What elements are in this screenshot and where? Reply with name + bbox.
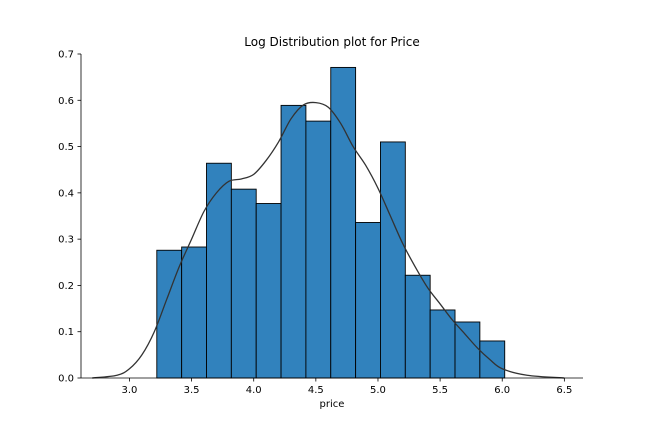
histogram-bar: [479, 340, 506, 379]
histogram-bar: [255, 203, 282, 379]
x-tick-label: 3.0: [122, 385, 138, 396]
chart-title: Log Distribution plot for Price: [244, 35, 419, 49]
histogram-bar: [355, 222, 381, 379]
y-tick-label: 0.1: [58, 327, 74, 338]
histogram-bar: [230, 188, 257, 379]
x-tick-label: 3.5: [184, 385, 200, 396]
x-axis-label: price: [320, 399, 345, 410]
y-tick-label: 0.4: [58, 188, 74, 199]
y-tick-label: 0.7: [58, 50, 74, 61]
histogram-bar: [454, 321, 481, 379]
histogram-bars: [156, 66, 506, 379]
y-tick-label: 0.5: [58, 142, 74, 153]
y-tick-label: 0.6: [58, 96, 74, 107]
histogram-bar: [181, 246, 207, 379]
kde-curve: [92, 101, 565, 379]
x-tick-label: 5.5: [432, 385, 448, 396]
axes: 3.0 3.5 4.0 4.5 5.0 5.5 6.0 6.5 0.0 0.1 0.2 0.3 0.4 0…: [58, 50, 583, 396]
x-tick-label: 4.5: [308, 385, 324, 396]
histogram-bar: [429, 309, 456, 379]
y-tick-label: 0.3: [58, 235, 74, 246]
x-tick-label: 5.0: [370, 385, 386, 396]
x-tick-label: 6.5: [556, 385, 572, 396]
histogram-bar: [404, 274, 431, 379]
histogram-bar: [305, 120, 332, 379]
histogram-bar: [330, 66, 357, 379]
histogram-bar: [280, 104, 307, 379]
histogram-bar: [380, 141, 406, 379]
histogram-bar: [206, 162, 232, 379]
x-tick-label: 6.0: [494, 385, 510, 396]
x-tick-label: 4.0: [246, 385, 262, 396]
y-tick-label: 0.0: [58, 374, 74, 385]
y-tick-label: 0.2: [58, 281, 74, 292]
